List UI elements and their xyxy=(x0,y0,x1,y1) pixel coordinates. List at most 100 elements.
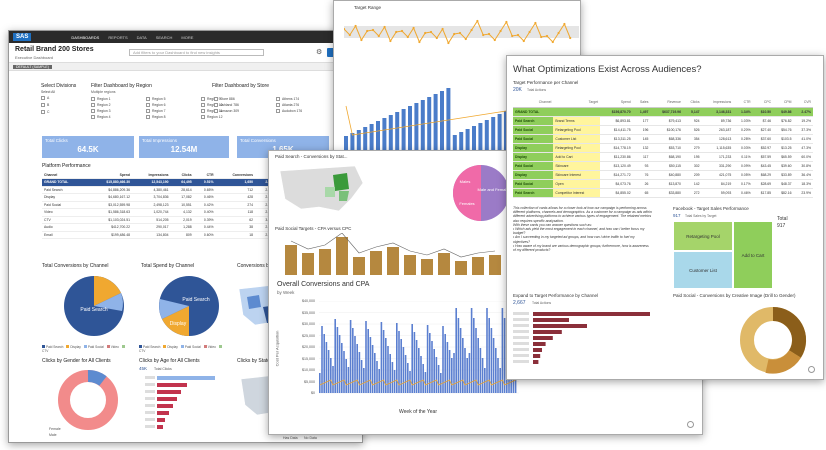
gender-pie-chart[interactable]: Male and Female Males Females xyxy=(449,161,514,226)
table-row[interactable]: Display Add to Cart $11,230.86 117 $68,190 19… xyxy=(513,152,813,162)
table-row[interactable]: Paid Social Open $4,073.76 26 $13,870 142 84,2… xyxy=(513,179,813,189)
table-header-cell[interactable]: Clicks xyxy=(682,98,702,108)
pie-slice-females[interactable] xyxy=(453,193,481,221)
legend-item[interactable]: Display xyxy=(66,345,81,349)
region-checkbox[interactable] xyxy=(201,109,205,113)
table-header-cell[interactable]: Clicks xyxy=(170,171,194,179)
pie-slice-paid-social[interactable] xyxy=(159,299,189,319)
region-checkbox[interactable] xyxy=(91,103,95,107)
age-bar[interactable] xyxy=(157,390,181,394)
legend-item[interactable]: Paid Social xyxy=(180,345,201,349)
table-header-cell[interactable]: Impressions xyxy=(131,171,171,179)
division-checkbox[interactable] xyxy=(41,103,45,107)
legend-item[interactable]: Paid Search xyxy=(42,345,63,349)
store-checkbox[interactable] xyxy=(214,97,218,101)
region-checkbox[interactable] xyxy=(146,115,150,119)
nav-reports[interactable]: REPORTS xyxy=(108,34,128,40)
table-row[interactable]: GRAND TOTAL $15,880,466.30 12,543,190 64,49… xyxy=(42,178,277,187)
region-checkbox[interactable] xyxy=(91,115,95,119)
region-checkbox[interactable] xyxy=(201,103,205,107)
kpi-total-impressions[interactable]: Total Impressions 12.54M xyxy=(139,136,229,158)
legend-item[interactable]: Display xyxy=(163,345,178,349)
donut-male[interactable] xyxy=(87,370,107,387)
spend-pie-chart[interactable]: Paid Search Display xyxy=(154,271,224,341)
table-row[interactable]: Paid Social $3,012,559.98 2,498,123 10,551 0… xyxy=(42,201,277,209)
nav-dashboards[interactable]: DASHBOARDS xyxy=(71,34,100,40)
search-input[interactable]: Add filters to your Dashboard to find ne… xyxy=(129,49,264,56)
paid-social-cpa-bar-chart[interactable] xyxy=(279,233,509,275)
table-row[interactable]: Paid Social Retargeting Pool $14,411.75 196… xyxy=(513,125,813,135)
table-header-cell[interactable]: Channel xyxy=(42,171,88,179)
age-bar[interactable] xyxy=(157,383,187,387)
nav-data[interactable]: DATA xyxy=(136,34,147,40)
donut-female[interactable] xyxy=(58,370,118,430)
legend-item[interactable]: Paid Social xyxy=(83,345,104,349)
table-row[interactable]: Paid Social Customer List $13,311.25 145 $68… xyxy=(513,134,813,144)
store-checkbox[interactable] xyxy=(214,109,218,113)
table-header-cell[interactable]: CTR xyxy=(193,171,216,179)
tile-customer-list[interactable]: Customer List xyxy=(673,251,733,289)
table-row[interactable]: Paid Search $4,886,209.36 4,380,461 28,614 0… xyxy=(42,186,277,194)
table-row[interactable]: Paid Search Brand Terms $6,893.81 177 $79,41… xyxy=(513,116,813,126)
region-checkbox[interactable] xyxy=(201,97,205,101)
table-row[interactable]: GRAND TOTAL $156,870.70 1,497 $637,719.96 5,… xyxy=(513,107,813,117)
target-range-line-chart[interactable] xyxy=(344,11,579,56)
gender-donut-chart[interactable] xyxy=(56,368,120,432)
table-row[interactable]: Video $1,586,318.63 1,020,744 4,132 0.40% 118… xyxy=(42,208,277,217)
division-checkbox[interactable] xyxy=(41,110,45,114)
conversions-pie-chart[interactable]: Paid Search xyxy=(59,271,129,341)
table-header-cell[interactable]: Channel xyxy=(513,98,554,108)
store-checkbox[interactable] xyxy=(276,109,280,113)
tile-add-to-cart[interactable]: Add to Cart xyxy=(733,221,773,289)
tile-retargeting-pool[interactable]: Retargeting Pool xyxy=(673,221,733,251)
region-checkbox[interactable] xyxy=(201,115,205,119)
table-row[interactable]: Display $4,680,167.12 3,704,836 17,082 0.46%… xyxy=(42,193,277,202)
overall-conversions-chart[interactable] xyxy=(319,301,519,396)
info-icon[interactable] xyxy=(808,366,815,373)
paid-search-state-map[interactable] xyxy=(277,161,367,216)
legend-item[interactable]: CTV xyxy=(42,345,126,353)
donut-segment-secondary[interactable] xyxy=(765,349,802,374)
age-bar[interactable] xyxy=(157,376,215,380)
region-checkbox[interactable] xyxy=(146,109,150,113)
table-row[interactable]: Display Retargeting Pool $14,778.19 132 $53,… xyxy=(513,143,813,153)
pie-slice-paid-social[interactable] xyxy=(94,293,123,311)
pie-slice-display[interactable] xyxy=(94,276,121,306)
table-row[interactable]: Paid Search Competitor Interest $4,855.02 6… xyxy=(513,188,813,198)
table-header-cell[interactable]: Revenue xyxy=(650,98,683,108)
divisions-select-all[interactable]: Select All xyxy=(41,90,55,94)
table-header-cell[interactable]: CPC xyxy=(752,98,774,108)
nav-more[interactable]: MORE xyxy=(181,34,194,40)
table-row[interactable]: Display Skincare Interest $14,271.72 76 $40,… xyxy=(513,170,813,180)
creative-donut-chart[interactable] xyxy=(737,304,809,376)
legend-item[interactable]: Video xyxy=(203,345,216,349)
expand-target-bar-chart[interactable] xyxy=(513,308,663,368)
region-checkbox[interactable] xyxy=(146,97,150,101)
age-bar[interactable] xyxy=(157,404,173,408)
table-header-cell[interactable]: Target xyxy=(553,98,601,108)
nav-search[interactable]: SEARCH xyxy=(155,34,173,40)
table-header-cell[interactable]: Spend xyxy=(600,98,633,108)
age-bar[interactable] xyxy=(157,411,169,415)
region-checkbox[interactable] xyxy=(146,103,150,107)
table-header-cell[interactable]: CTR xyxy=(733,98,753,108)
kpi-total-clicks[interactable]: Total Clicks 64.5K xyxy=(42,136,134,158)
legend-item[interactable]: CTV xyxy=(139,345,223,353)
store-checkbox[interactable] xyxy=(276,97,280,101)
region-checkbox[interactable] xyxy=(91,97,95,101)
filter-button[interactable] xyxy=(327,48,336,57)
store-checkbox[interactable] xyxy=(214,103,218,107)
pie-slice-display[interactable] xyxy=(162,306,189,336)
table-header-cell[interactable]: CVR xyxy=(793,98,813,108)
legend-item[interactable]: Paid Search xyxy=(139,345,160,349)
pie-slice-males[interactable] xyxy=(453,165,481,193)
legend-item[interactable]: Video xyxy=(106,345,119,349)
age-bar[interactable] xyxy=(157,397,177,401)
table-header-cell[interactable]: Sales xyxy=(632,98,651,108)
app-logo[interactable]: SAS xyxy=(13,33,32,41)
table-header-cell[interactable]: Conversions xyxy=(215,171,256,179)
info-icon[interactable] xyxy=(687,421,694,428)
